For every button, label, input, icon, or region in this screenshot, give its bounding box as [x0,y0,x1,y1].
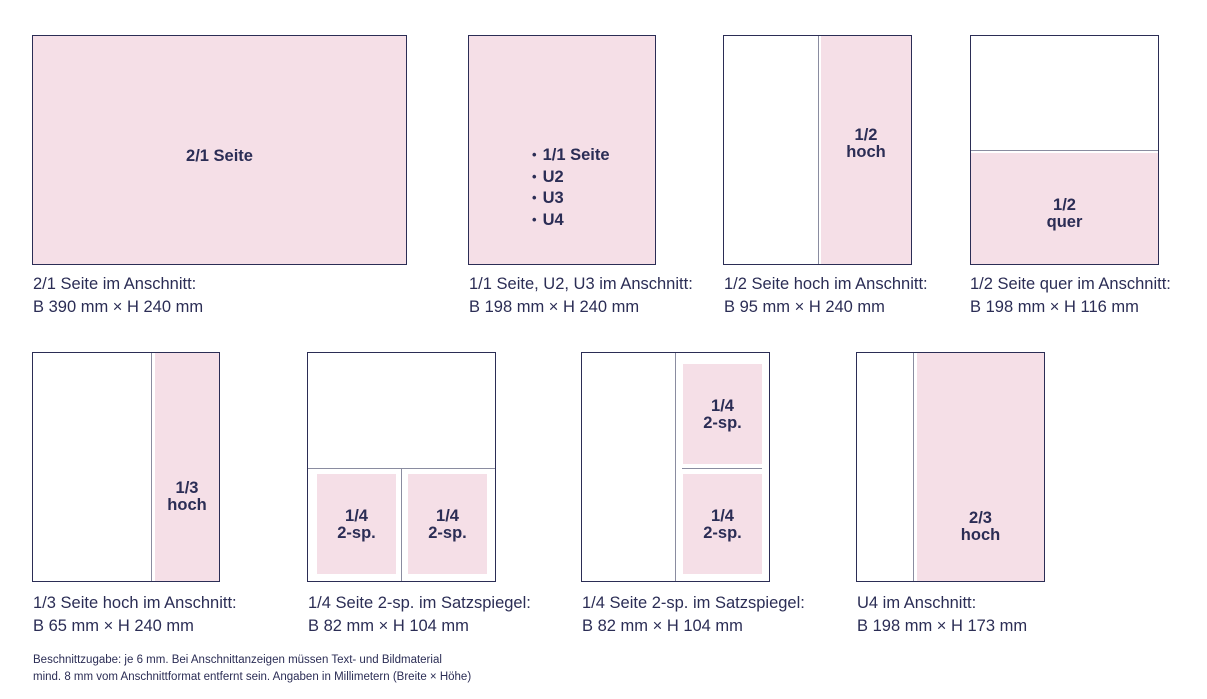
format-label: 1/4 2-sp. [703,507,742,542]
ad-area [683,474,762,574]
format-label: 2/1 Seite [186,147,253,165]
format-caption: U4 im Anschnitt: B 198 mm × H 173 mm [857,594,1028,635]
page-divider [308,468,495,469]
format-caption: 1/4 Seite 2-sp. im Satzspiegel: B 82 mm … [308,594,531,635]
page-divider [913,353,914,581]
ad-area [821,36,911,264]
list-item: 1/1 Seite [532,145,610,167]
page-divider [682,468,762,469]
ad-area [917,353,1044,581]
format-half-vertical-diagram: 1/2 hoch [723,35,912,265]
format-label: 1/2 hoch [846,126,886,161]
ad-area [155,353,219,581]
footnote: Beschnittzugabe: je 6 mm. Bei Anschnitta… [33,654,472,683]
format-bullet-list: 1/1 Seite U2 U3 U4 [532,145,610,231]
format-quarter-two-col-horizontal-diagram: 1/4 2-sp. 1/4 2-sp. [307,352,496,582]
format-third-vertical-diagram: 1/3 hoch [32,352,220,582]
format-quarter-two-col-vertical-diagram: 1/4 2-sp. 1/4 2-sp. [581,352,770,582]
format-label: 1/2 quer [1046,196,1083,231]
page-divider [971,150,1158,151]
format-u4-two-thirds-diagram: 2/3 hoch [856,352,1045,582]
list-item: U3 [532,188,610,210]
format-label: 1/4 2-sp. [337,507,376,542]
page-divider [401,469,402,581]
format-caption: 1/2 Seite quer im Anschnitt: B 198 mm × … [970,275,1171,316]
format-2-1-page-diagram: 2/1 Seite [32,35,407,265]
format-caption: 1/1 Seite, U2, U3 im Anschnitt: B 198 mm… [469,275,693,316]
format-label: 1/4 2-sp. [428,507,467,542]
list-item: U2 [532,167,610,189]
ad-area [683,364,762,464]
format-caption: 1/3 Seite hoch im Anschnitt: B 65 mm × H… [33,594,237,635]
format-label: 1/4 2-sp. [703,397,742,432]
page-divider [151,353,152,581]
format-caption: 1/2 Seite hoch im Anschnitt: B 95 mm × H… [724,275,928,316]
ad-area [317,474,396,574]
ad-area [971,153,1158,264]
list-item: U4 [532,210,610,232]
page-divider [818,36,819,264]
ad-area [408,474,487,574]
format-caption: 2/1 Seite im Anschnitt: B 390 mm × H 240… [33,275,204,316]
format-label: 2/3 hoch [960,509,1001,544]
page-divider [675,353,676,581]
format-caption: 1/4 Seite 2-sp. im Satzspiegel: B 82 mm … [582,594,805,635]
format-half-horizontal-diagram: 1/2 quer [970,35,1159,265]
format-1-1-page-diagram: 1/1 Seite U2 U3 U4 [468,35,656,265]
format-label: 1/3 hoch [167,479,207,514]
